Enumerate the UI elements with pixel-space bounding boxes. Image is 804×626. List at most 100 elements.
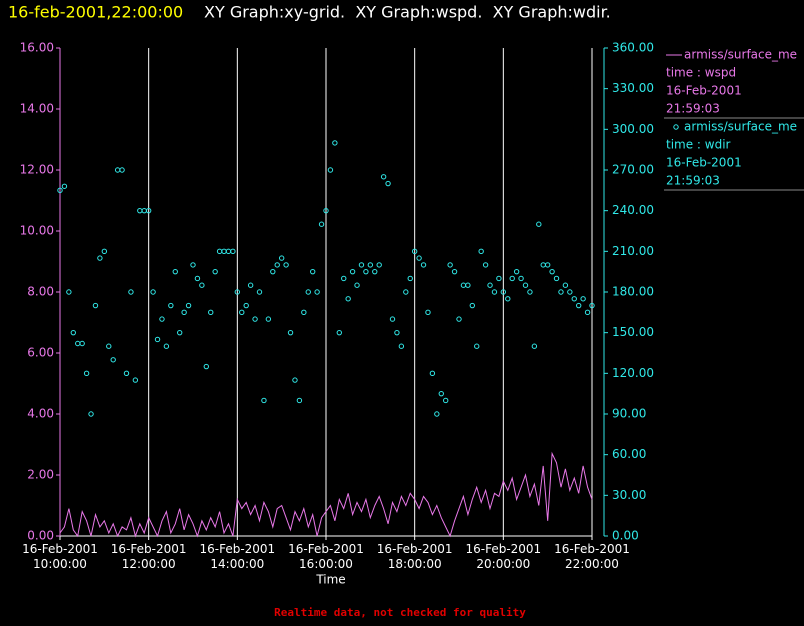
x-tick-label: 16-Feb-2001 18:00:00 xyxy=(377,542,453,571)
wdir-point xyxy=(239,309,245,316)
legend-detail: 16-Feb-2001 xyxy=(666,156,742,170)
wdir-point xyxy=(194,275,201,282)
legend-label: armiss/surface_me xyxy=(684,120,797,134)
wdir-point xyxy=(584,309,591,316)
wdir-point xyxy=(372,268,378,275)
wdir-point xyxy=(420,262,427,268)
y2-tick-label: 0.00 xyxy=(612,529,639,543)
wdir-point xyxy=(349,268,356,275)
wdir-point xyxy=(159,316,165,322)
wdir-point xyxy=(465,282,471,288)
footnote: Realtime data, not checked for quality xyxy=(274,606,526,619)
wdir-point xyxy=(287,329,294,336)
y2-tick-label: 240.00 xyxy=(612,203,654,217)
wdir-point xyxy=(589,302,595,309)
y-tick-label: 14.00 xyxy=(20,102,54,116)
wdir-point xyxy=(451,268,458,275)
wdir-point xyxy=(345,296,351,302)
wdir-point xyxy=(61,183,68,189)
wdir-point xyxy=(203,363,210,370)
wdir-point xyxy=(79,340,85,347)
wdir-point xyxy=(363,268,369,275)
wdir-point xyxy=(97,255,103,261)
wdir-point xyxy=(367,262,374,268)
wdir-point xyxy=(154,336,161,343)
wdir-point xyxy=(544,262,551,268)
wdir-point xyxy=(57,187,63,194)
wdir-point xyxy=(567,289,573,295)
x-axis-label: Time xyxy=(315,573,345,587)
y2-tick-label: 300.00 xyxy=(612,122,654,136)
wdir-point xyxy=(150,289,156,295)
wdir-point xyxy=(509,275,515,282)
wdir-point xyxy=(447,262,453,268)
y2-tick-label: 150.00 xyxy=(612,325,654,339)
wdir-point xyxy=(301,309,307,316)
wdir-point xyxy=(119,167,125,173)
y2-tick-label: 360.00 xyxy=(612,41,654,55)
wdir-point xyxy=(341,275,347,282)
wdir-point xyxy=(505,296,511,302)
wdir-point xyxy=(256,289,263,295)
chart-title: XY Graph:xy-grid. XY Graph:wspd. XY Grap… xyxy=(204,3,611,22)
wdir-point xyxy=(438,390,444,397)
wdir-point xyxy=(389,316,396,322)
y-tick-label: 2.00 xyxy=(27,468,54,482)
wdir-point xyxy=(487,282,493,288)
wdir-point xyxy=(354,282,360,288)
wdir-point xyxy=(132,377,139,383)
wdir-point xyxy=(394,329,400,336)
wdir-point xyxy=(443,397,449,404)
wdir-point xyxy=(265,316,272,322)
legend-detail: time : wdir xyxy=(666,138,731,152)
legend-detail: 21:59:03 xyxy=(666,102,720,116)
title-time: 16-feb-2001,22:00:00 xyxy=(8,3,183,22)
y2-tick-label: 120.00 xyxy=(612,366,654,380)
wdir-point xyxy=(230,248,236,255)
y2-tick-label: 180.00 xyxy=(612,285,654,299)
wdir-point xyxy=(185,302,192,309)
y-tick-label: 0.00 xyxy=(27,529,54,543)
wdir-point xyxy=(310,268,316,275)
wdir-point xyxy=(576,302,582,309)
wdir-point xyxy=(163,343,170,349)
wdir-point xyxy=(83,370,90,377)
wdir-point xyxy=(208,309,214,316)
wdir-point xyxy=(434,411,440,417)
wdir-point xyxy=(145,207,152,214)
wdir-point xyxy=(261,397,267,404)
wdir-point xyxy=(177,329,183,336)
wdir-point xyxy=(558,289,564,295)
wdir-point xyxy=(536,221,542,227)
wdir-point xyxy=(571,296,577,302)
wdir-point xyxy=(123,370,130,377)
wdir-point xyxy=(168,302,174,309)
wdir-point xyxy=(314,289,320,295)
wdir-point xyxy=(110,357,116,363)
y2-tick-label: 330.00 xyxy=(612,81,654,95)
wdir-point xyxy=(106,343,112,349)
wdir-point xyxy=(527,289,533,295)
x-tick-label: 16-Feb-2001 12:00:00 xyxy=(111,542,187,571)
wdir-point xyxy=(500,289,507,295)
wdir-point xyxy=(292,377,298,383)
wdir-point xyxy=(270,268,276,275)
wdir-point xyxy=(128,289,134,295)
wdir-point xyxy=(243,302,249,309)
wdir-point xyxy=(318,221,325,227)
wdir-point xyxy=(469,302,475,309)
wdir-point xyxy=(70,329,77,336)
wspd-line xyxy=(59,451,593,538)
y-tick-label: 4.00 xyxy=(27,407,54,421)
wdir-point xyxy=(199,282,205,288)
wdir-point xyxy=(522,282,529,288)
wdir-point xyxy=(212,268,218,275)
y2-tick-label: 210.00 xyxy=(612,244,654,258)
wdir-point xyxy=(411,248,418,255)
wdir-point xyxy=(88,411,94,417)
y-tick-label: 10.00 xyxy=(20,224,54,238)
y2-tick-label: 270.00 xyxy=(612,163,654,177)
wdir-point xyxy=(429,370,436,377)
y2-tick-label: 90.00 xyxy=(612,407,646,421)
